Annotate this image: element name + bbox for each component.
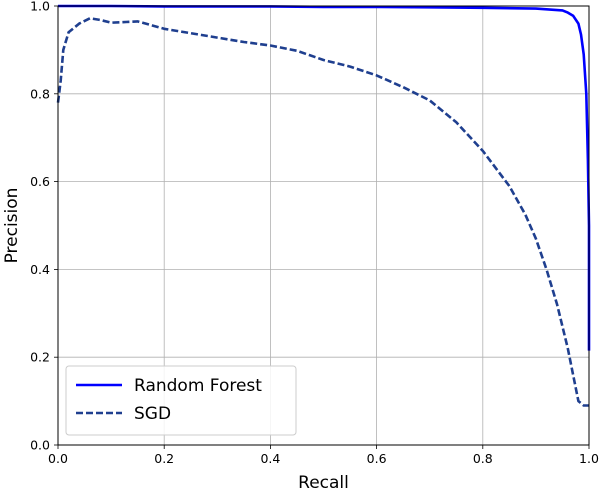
x-tick-label: 0.4 <box>260 451 280 466</box>
x-tick-label: 0.2 <box>154 451 174 466</box>
y-tick-label: 0.4 <box>30 262 50 277</box>
y-tick-label: 0.6 <box>30 174 50 189</box>
series-layer <box>56 4 591 407</box>
legend-label-random-forest: Random Forest <box>134 376 262 396</box>
y-tick-label: 0.8 <box>30 86 50 101</box>
legend: Random Forest SGD <box>65 365 297 436</box>
series-line-random-forest <box>58 4 591 351</box>
y-tick-label: 1.0 <box>30 0 50 14</box>
x-axis-title: Recall <box>298 473 349 492</box>
plot-frame <box>57 5 590 446</box>
ticks: 0.0 0.2 0.4 0.6 0.8 1.0 0.0 0.2 0.4 0.6 0.8 1.0 <box>30 0 599 466</box>
x-tick-label: 0.6 <box>367 451 387 466</box>
x-tick-label: 0.0 <box>48 451 68 466</box>
x-tick-label: 1.0 <box>579 451 599 466</box>
y-tick-label: 0.2 <box>30 350 50 365</box>
y-axis-title: Precision <box>2 188 22 264</box>
y-tick-label: 0.0 <box>30 438 50 453</box>
x-tick-label: 0.8 <box>473 451 493 466</box>
series-line-sgd <box>56 16 589 407</box>
legend-box <box>65 365 297 436</box>
legend-label-sgd: SGD <box>134 404 171 424</box>
